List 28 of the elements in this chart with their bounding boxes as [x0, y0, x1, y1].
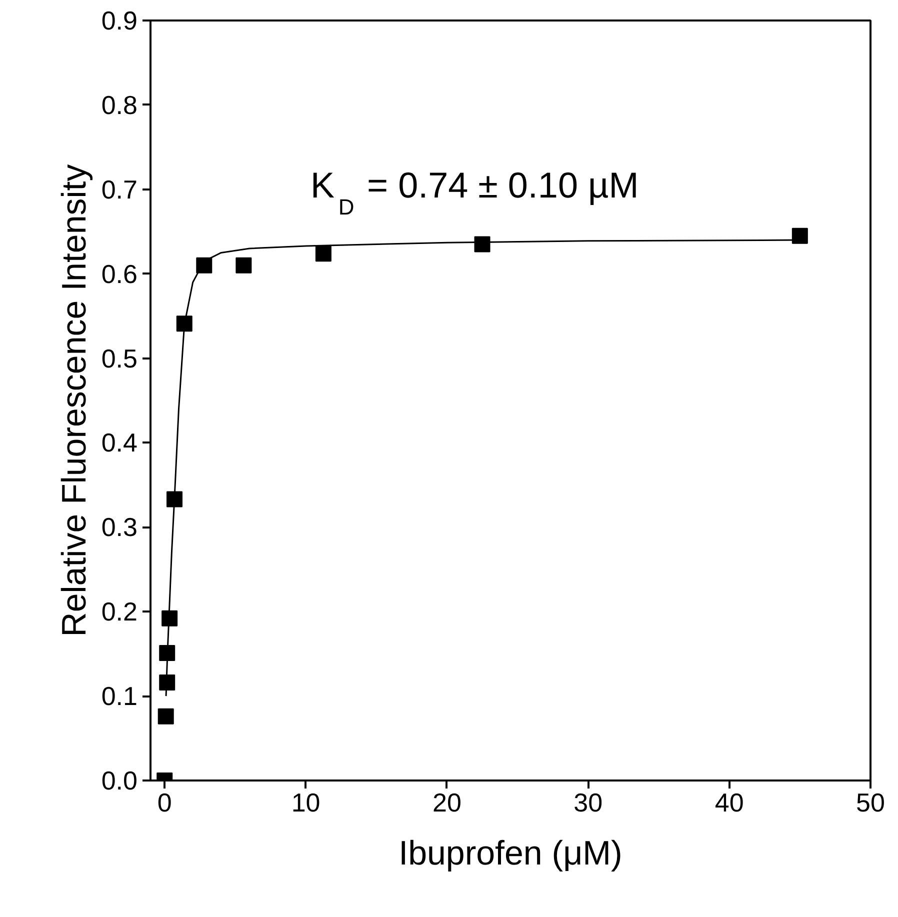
y-tick-label: 0.1 [101, 681, 138, 712]
x-tick-label: 50 [856, 788, 885, 818]
point [474, 236, 490, 252]
point [158, 708, 174, 724]
x-tick-label: 0 [157, 788, 172, 818]
point [176, 316, 192, 332]
y-tick-label: 0.8 [101, 90, 138, 120]
x-tick-label: 40 [714, 788, 744, 818]
y-tick-label: 0.7 [101, 174, 138, 204]
point [159, 644, 176, 661]
x-tick-label: 10 [291, 788, 320, 818]
x-tick-label: 30 [574, 788, 603, 818]
x-axis-title: Ibuprofen (μM) [398, 834, 622, 872]
y-tick-label: 0.3 [101, 512, 138, 542]
point [236, 257, 252, 274]
y-tick-label: 0.6 [101, 258, 138, 289]
point [315, 246, 332, 262]
y-tick-label: 0.4 [101, 428, 138, 458]
point [792, 228, 808, 244]
point [162, 610, 178, 626]
y-tick-label: 0.0 [101, 766, 138, 796]
y-tick-label: 0.2 [101, 596, 138, 627]
y-tick-label: 0.9 [101, 6, 138, 36]
y-tick-label: 0.5 [101, 343, 138, 374]
y-axis-title: Relative Fluorescence Intensity [55, 164, 94, 637]
x-tick-label: 20 [432, 788, 462, 818]
point [159, 674, 176, 691]
point [166, 491, 182, 508]
